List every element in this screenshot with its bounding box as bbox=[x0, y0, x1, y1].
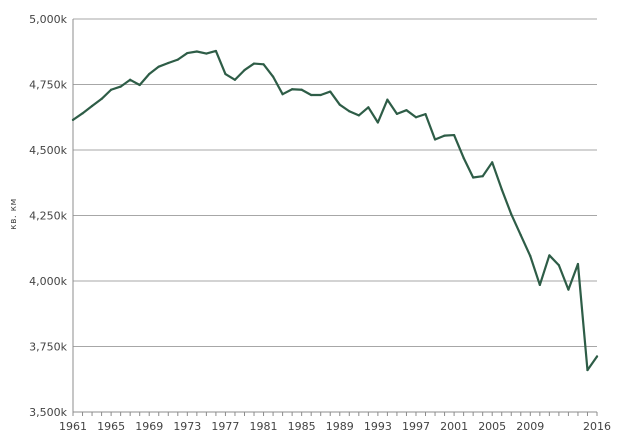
x-tick-label: 2005 bbox=[478, 420, 506, 433]
series-layer bbox=[71, 49, 599, 372]
data-point bbox=[414, 116, 418, 119]
data-point bbox=[433, 138, 437, 141]
data-point bbox=[586, 368, 589, 372]
x-tick-label: 2016 bbox=[583, 420, 611, 433]
y-tick-label: 4,500k bbox=[29, 144, 67, 157]
data-point bbox=[319, 93, 322, 97]
x-tick-label: 1977 bbox=[211, 420, 239, 433]
y-tick-label: 4,000k bbox=[29, 275, 67, 288]
data-point bbox=[510, 213, 513, 216]
data-point bbox=[405, 109, 408, 112]
data-point bbox=[271, 75, 275, 78]
data-point bbox=[329, 90, 332, 93]
x-tick-label: 1993 bbox=[364, 420, 392, 433]
y-tick-label: 3,750k bbox=[29, 341, 67, 354]
data-point bbox=[148, 72, 151, 76]
data-point bbox=[357, 114, 360, 117]
data-point bbox=[110, 88, 113, 91]
y-tick-label: 5,000k bbox=[29, 13, 67, 26]
data-point bbox=[167, 61, 170, 65]
data-point bbox=[195, 50, 198, 53]
data-point bbox=[548, 254, 551, 257]
x-tick-label: 1997 bbox=[402, 420, 430, 433]
y-tick-label: 3,500k bbox=[29, 406, 67, 419]
y-axis-label: кв. км bbox=[9, 198, 19, 230]
data-point bbox=[157, 65, 160, 68]
data-point bbox=[186, 51, 189, 55]
data-point bbox=[567, 288, 570, 291]
data-point bbox=[138, 83, 141, 87]
data-point bbox=[100, 97, 103, 101]
data-point bbox=[214, 49, 218, 53]
data-point bbox=[129, 78, 132, 81]
data-point bbox=[224, 72, 227, 76]
data-point bbox=[348, 110, 351, 113]
data-point bbox=[243, 68, 246, 72]
x-tick-label: 1969 bbox=[135, 420, 163, 433]
y-tick-label: 4,250k bbox=[29, 210, 67, 223]
data-point bbox=[300, 88, 303, 91]
y-tick-label: 4,750k bbox=[29, 79, 67, 92]
x-tick-label: 2001 bbox=[440, 420, 468, 433]
data-point bbox=[291, 88, 294, 91]
x-tick-label: 1989 bbox=[326, 420, 354, 433]
data-point bbox=[462, 156, 465, 159]
data-point bbox=[262, 63, 265, 66]
data-point bbox=[481, 175, 484, 178]
series-line bbox=[71, 49, 599, 372]
label-layer: 3,500k 3,750k 4,000k 4,250k 4,500k 4,750k 5,00… bbox=[29, 13, 611, 433]
data-point bbox=[90, 104, 94, 108]
data-point bbox=[491, 161, 494, 164]
data-point bbox=[176, 58, 179, 61]
data-point bbox=[424, 113, 427, 116]
data-point bbox=[252, 62, 256, 65]
x-tick-label: 1965 bbox=[97, 420, 125, 433]
x-tick-label: 1973 bbox=[173, 420, 201, 433]
data-point bbox=[500, 188, 503, 191]
data-point bbox=[367, 106, 370, 109]
data-point bbox=[81, 112, 84, 115]
data-point bbox=[338, 103, 341, 106]
data-point bbox=[472, 176, 475, 179]
x-tick-label: 1985 bbox=[288, 420, 316, 433]
x-tick-label: 2009 bbox=[516, 420, 544, 433]
data-point bbox=[310, 93, 313, 97]
data-point bbox=[452, 133, 456, 137]
data-point bbox=[538, 283, 541, 287]
data-point bbox=[576, 262, 580, 266]
data-point bbox=[443, 134, 446, 137]
data-point bbox=[376, 121, 379, 124]
data-point bbox=[557, 264, 560, 267]
data-point bbox=[233, 78, 237, 81]
data-point bbox=[529, 255, 532, 258]
data-point bbox=[595, 355, 599, 358]
x-tick-label: 1961 bbox=[59, 420, 87, 433]
axis-layer bbox=[72, 19, 598, 416]
data-point bbox=[205, 52, 208, 55]
data-point bbox=[395, 112, 399, 115]
data-point bbox=[71, 118, 75, 121]
x-tick-label: 1981 bbox=[250, 420, 278, 433]
data-point bbox=[386, 98, 389, 101]
grid-layer bbox=[73, 18, 597, 413]
data-point bbox=[281, 93, 284, 96]
data-point bbox=[519, 234, 522, 237]
data-point bbox=[119, 85, 122, 88]
